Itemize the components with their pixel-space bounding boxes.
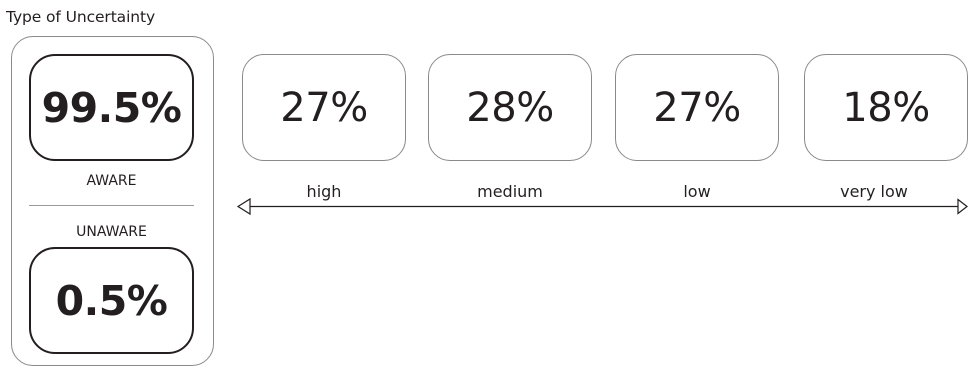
level-value-medium: 28% [466, 84, 554, 131]
unaware-value-box: 0.5% [29, 247, 194, 354]
level-label-medium: medium [477, 182, 543, 201]
level-value-low: 27% [653, 84, 741, 131]
right-arrow-head-icon [957, 198, 968, 215]
aware-label: AWARE [86, 173, 137, 189]
aware-value: 99.5% [41, 83, 182, 132]
level-label-low: low [683, 182, 711, 201]
level-box-medium: 28% [428, 54, 592, 161]
level-label-very-low: very low [840, 182, 908, 201]
level-box-low: 27% [615, 54, 779, 161]
level-value-very-low: 18% [842, 84, 930, 131]
aware-value-box: 99.5% [29, 54, 194, 161]
unaware-label: UNAWARE [76, 224, 147, 240]
level-value-high: 27% [280, 84, 368, 131]
level-label-high: high [306, 182, 342, 201]
left-arrow-head-icon [236, 197, 251, 216]
awareness-panel [11, 36, 214, 366]
level-box-high: 27% [242, 54, 406, 161]
unaware-value: 0.5% [55, 276, 168, 325]
panel-divider [29, 205, 194, 206]
diagram-title: Type of Uncertainty [6, 8, 156, 26]
